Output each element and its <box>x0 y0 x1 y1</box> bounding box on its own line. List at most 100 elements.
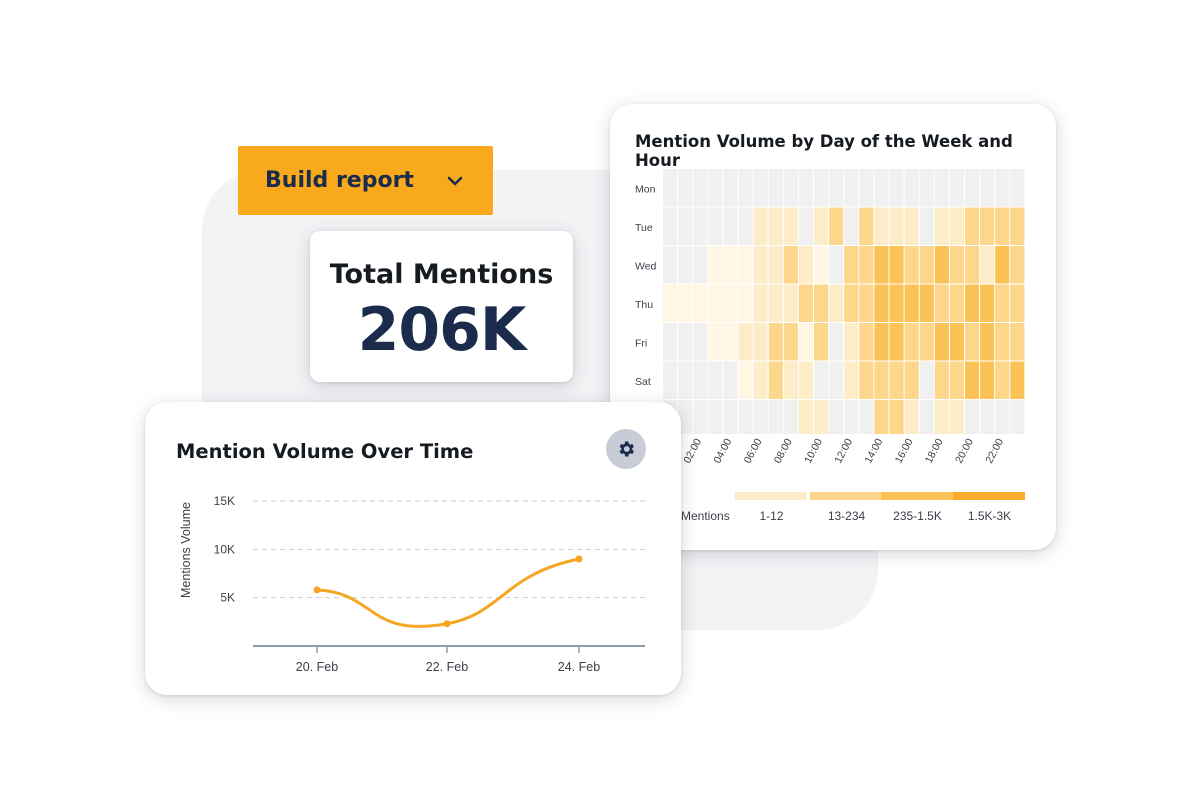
heatmap-cell <box>753 400 768 434</box>
heatmap-cell <box>814 284 829 322</box>
heatmap-cell <box>693 169 708 207</box>
heatmap-cell <box>663 323 678 361</box>
heatmap-cell <box>753 361 768 399</box>
heatmap-cell <box>874 207 889 245</box>
heatmap-cell <box>708 361 723 399</box>
heatmap-cell <box>965 169 980 207</box>
heatmap-cell <box>738 284 753 322</box>
mention-volume-title: Mention Volume Over Time <box>176 440 474 463</box>
heatmap-cell <box>753 323 768 361</box>
heatmap-cell <box>995 361 1010 399</box>
heatmap-cell <box>874 400 889 434</box>
heatmap-cell <box>798 207 813 245</box>
heatmap-cell <box>965 361 980 399</box>
heatmap-cell <box>919 400 934 434</box>
heatmap-cell <box>663 169 678 207</box>
heatmap-cell <box>859 169 874 207</box>
heatmap-cell <box>949 169 964 207</box>
heatmap-cell <box>874 323 889 361</box>
x-tick-label: 20. Feb <box>296 660 338 674</box>
heatmap-cell <box>980 284 995 322</box>
heatmap-cell <box>1010 323 1025 361</box>
heatmap-cell <box>934 169 949 207</box>
heatmap-cell <box>889 284 904 322</box>
heatmap-cell <box>949 207 964 245</box>
heatmap-cell <box>783 284 798 322</box>
heatmap-cell <box>995 246 1010 284</box>
heatmap-cell <box>814 323 829 361</box>
heatmap-cell <box>693 361 708 399</box>
heatmap-cell <box>949 284 964 322</box>
heatmap-cell <box>904 207 919 245</box>
heatmap-cell <box>874 169 889 207</box>
heatmap-cell <box>663 246 678 284</box>
heatmap-day-label: Wed <box>635 260 657 272</box>
heatmap-cell <box>829 169 844 207</box>
heatmap-cell <box>1010 284 1025 322</box>
heatmap-cell <box>723 207 738 245</box>
heatmap-cell <box>889 169 904 207</box>
heatmap-cell <box>723 246 738 284</box>
heatmap-cell <box>723 323 738 361</box>
heatmap-cell <box>814 246 829 284</box>
heatmap-cell <box>723 400 738 434</box>
heatmap-cell <box>934 323 949 361</box>
heatmap-cell <box>995 284 1010 322</box>
legend-label: 13-234 <box>828 509 866 523</box>
heatmap-cell <box>783 323 798 361</box>
heatmap-cell <box>798 323 813 361</box>
heatmap-cell <box>708 284 723 322</box>
heatmap-cell <box>708 169 723 207</box>
heatmap-cell <box>738 246 753 284</box>
heatmap-cell <box>663 361 678 399</box>
heatmap-cell <box>738 207 753 245</box>
heatmap-cell <box>738 400 753 434</box>
y-tick-label: 15K <box>214 494 235 508</box>
heatmap-cell <box>814 207 829 245</box>
heatmap-cell <box>783 169 798 207</box>
heatmap-cell <box>965 246 980 284</box>
heatmap-cell <box>874 284 889 322</box>
legend-label: 1-12 <box>759 509 783 523</box>
data-point <box>313 586 321 594</box>
build-report-label: Build report <box>265 168 414 193</box>
heatmap-cell <box>980 246 995 284</box>
y-tick-label: 5K <box>220 591 235 605</box>
heatmap-cell <box>783 400 798 434</box>
settings-button[interactable] <box>606 429 646 469</box>
heatmap-cell <box>980 207 995 245</box>
heatmap-cell <box>919 207 934 245</box>
heatmap-cell <box>874 246 889 284</box>
total-mentions-value: 206K <box>357 295 527 365</box>
heatmap-cell <box>934 284 949 322</box>
heatmap-cell <box>678 207 693 245</box>
heatmap-cell <box>693 400 708 434</box>
heatmap-cell <box>753 246 768 284</box>
heatmap-cell <box>949 361 964 399</box>
heatmap-cell <box>949 323 964 361</box>
heatmap-hour-label: 02:00 <box>681 436 704 465</box>
heatmap-cell <box>919 284 934 322</box>
heatmap-cell <box>829 361 844 399</box>
heatmap-cell <box>663 207 678 245</box>
heatmap-cell <box>1010 361 1025 399</box>
heatmap-cell <box>980 361 995 399</box>
heatmap-cell <box>798 361 813 399</box>
heatmap-cell <box>723 284 738 322</box>
heatmap-cell <box>844 323 859 361</box>
heatmap-cell <box>904 323 919 361</box>
heatmap-cell <box>889 400 904 434</box>
build-report-button[interactable]: Build report <box>238 146 493 215</box>
heatmap-cell <box>844 284 859 322</box>
heatmap-cell <box>693 284 708 322</box>
legend-swatch <box>953 492 1025 500</box>
x-tick-label: 24. Feb <box>558 660 600 674</box>
legend-title: Mentions <box>681 509 730 523</box>
heatmap-cell <box>965 400 980 434</box>
heatmap-cell <box>844 207 859 245</box>
chevron-down-icon <box>447 176 463 185</box>
heatmap-cell <box>829 400 844 434</box>
heatmap-cell <box>738 169 753 207</box>
heatmap-day-label: Mon <box>635 183 656 195</box>
heatmap-hour-label: 08:00 <box>772 436 795 465</box>
